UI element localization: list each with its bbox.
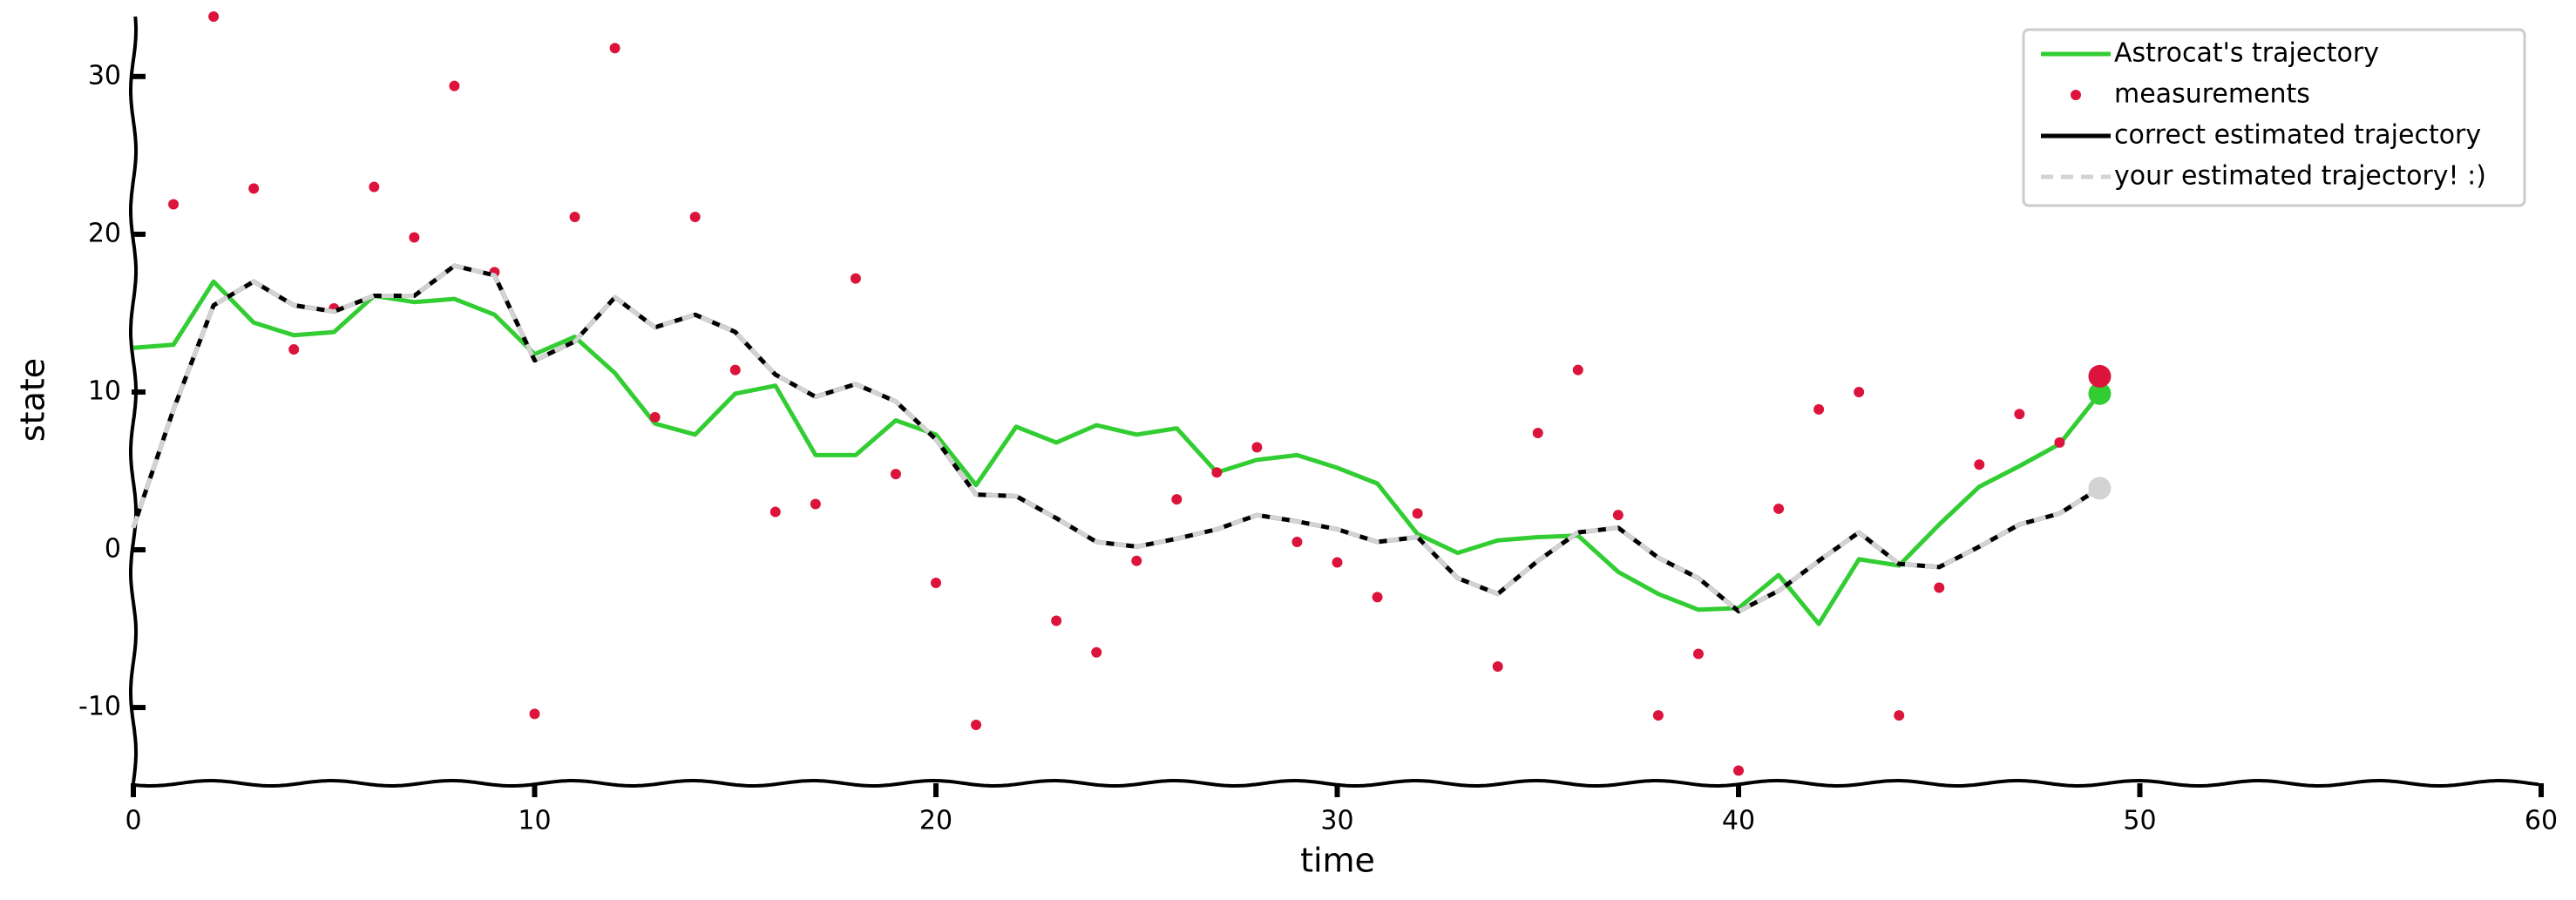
measurement-point: [1171, 494, 1183, 505]
y-axis-label: state: [14, 358, 52, 442]
y-tick-label: 20: [88, 218, 121, 248]
measurement-point: [288, 344, 300, 355]
trajectory-line: [132, 279, 2102, 626]
measurement-point: [1612, 510, 1624, 521]
measurement-point: [850, 273, 861, 284]
legend-label: correct estimated trajectory: [2114, 120, 2481, 151]
legend-label: measurements: [2114, 79, 2310, 110]
measurement-point: [1813, 403, 1825, 415]
measurement-point: [1572, 364, 1583, 376]
measurement-point: [1131, 555, 1142, 566]
x-tick-label: 20: [919, 806, 952, 836]
measurement-point: [1412, 508, 1423, 519]
measurement-point: [890, 469, 901, 480]
measurement-point: [971, 720, 982, 731]
measurement-point: [449, 80, 460, 91]
measurement-point: [1894, 710, 1905, 721]
measurement-point: [1251, 442, 1263, 453]
y-tick-label: -10: [78, 692, 121, 722]
measurement-point: [1934, 582, 1945, 593]
measurement-point: [1974, 459, 1985, 470]
measurement-point: [1854, 386, 1865, 397]
measurement-point: [1091, 646, 1102, 658]
x-tick-label: 0: [125, 806, 141, 836]
measurement-point: [1733, 765, 1744, 776]
measurement-point: [1051, 615, 1062, 626]
measurement-point: [1692, 648, 1704, 660]
measurement-point: [1492, 661, 1503, 673]
measurement-point: [248, 183, 260, 194]
x-tick-label: 10: [518, 806, 551, 836]
measurement-point: [208, 11, 220, 22]
measurement-point: [729, 364, 741, 376]
y-tick-label: 30: [88, 60, 121, 91]
measurement-point: [1372, 592, 1383, 603]
trajectory-line: [131, 263, 2101, 614]
measurement-point: [369, 181, 380, 193]
end-marker: [2088, 477, 2112, 500]
measurement-point: [2014, 409, 2025, 420]
legend-label: Astrocat's trajectory: [2114, 38, 2379, 69]
y-axis-line: [129, 16, 138, 784]
measurement-point: [1532, 428, 1543, 439]
legend-label: your estimated trajectory! :): [2114, 161, 2486, 192]
measurement-point: [529, 708, 540, 720]
measurement-point: [409, 232, 420, 243]
x-tick-label: 60: [2525, 806, 2558, 836]
measurement-point: [1773, 503, 1785, 514]
measurement-point: [1291, 536, 1303, 547]
x-axis-label: time: [1300, 842, 1375, 880]
end-marker: [2088, 364, 2112, 388]
measurement-point: [810, 498, 821, 510]
legend-box: [2022, 28, 2526, 207]
measurement-point: [769, 506, 781, 518]
legend-swatch: [2071, 90, 2081, 100]
measurement-point: [168, 199, 180, 210]
x-tick-label: 40: [1722, 806, 1755, 836]
end-marker: [2088, 382, 2112, 405]
x-tick-label: 50: [2123, 806, 2156, 836]
measurement-point: [1211, 467, 1223, 478]
measurement-point: [609, 43, 620, 54]
trajectory-line: [131, 263, 2101, 614]
measurement-point: [1652, 710, 1664, 721]
x-tick-label: 30: [1320, 806, 1353, 836]
measurement-point: [569, 211, 580, 222]
measurement-point: [931, 578, 941, 589]
y-tick-label: 0: [105, 534, 121, 565]
measurement-point: [2054, 436, 2065, 448]
measurement-point: [1332, 557, 1343, 568]
measurement-point: [649, 411, 661, 423]
y-tick-label: 10: [88, 376, 121, 406]
measurement-point: [689, 211, 701, 222]
